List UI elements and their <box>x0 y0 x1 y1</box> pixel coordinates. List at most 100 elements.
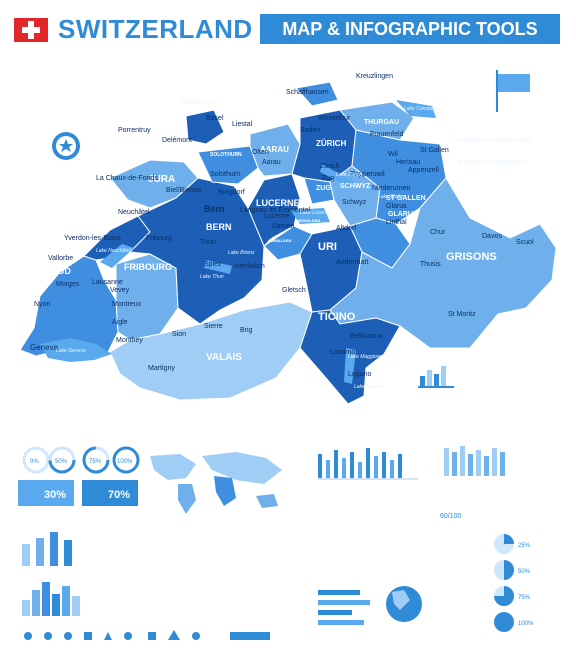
map-city-label: Burgdorf <box>218 189 245 196</box>
map-pin-icon <box>52 132 80 160</box>
map-city-label: Nyon <box>34 301 50 308</box>
map-city-label: Monthey <box>116 337 143 344</box>
map-city-label: Basel <box>206 115 224 122</box>
map-city-label: Montreux <box>112 301 142 308</box>
map-label-solothurn: SOLOTHURN <box>210 152 242 158</box>
map-city-label: Yverdon-les-Bains <box>64 235 121 242</box>
lake-lucerne <box>290 208 330 224</box>
map-city-label: Thusis <box>420 261 441 268</box>
percent-circles: 0% 50% 75% 100% <box>22 446 140 474</box>
map-city-label: Bellinzona <box>350 333 382 340</box>
stat-box-30 <box>18 480 74 506</box>
map-lake-label: Lake Lugano <box>354 384 383 390</box>
pie-label: 25% <box>518 543 531 549</box>
map-city-label: Delémont <box>162 137 192 144</box>
map-city-label: Vallorbe <box>48 255 73 262</box>
map-city-label: Sarnen <box>272 223 295 230</box>
region-basel <box>185 109 225 145</box>
map-lake-label: Lake Brienz <box>228 250 255 256</box>
flag-cross <box>22 27 40 33</box>
lake-zurich <box>320 164 354 188</box>
map-city-label: Spiez <box>204 261 222 268</box>
map-city-label: Glarus <box>386 203 407 210</box>
flag-marker-icon <box>496 70 530 112</box>
tools-title-banner: MAP & INFOGRAPHIC TOOLS <box>260 14 560 44</box>
map-city-label: Andermatt <box>336 259 368 266</box>
map-label-nidwalden: NIDWALDEN <box>296 218 320 223</box>
map-city-label: Fribourg <box>146 235 172 242</box>
map-city-label: Brig <box>240 327 253 334</box>
map-city-label: Appenzell <box>408 167 439 174</box>
map-city-label: Morges <box>56 281 80 288</box>
map-city-label: Vevey <box>110 287 130 294</box>
map-label-thurgau: THURGAU <box>364 119 399 126</box>
map-city-label: Altdorf <box>336 225 356 232</box>
percent-label: 0% <box>30 459 39 465</box>
stat-value: 30% <box>44 489 66 501</box>
map-city-label: Kreuzlingen <box>356 73 393 80</box>
region-solothurn <box>197 145 259 185</box>
map-city-label: Scuol <box>516 239 534 246</box>
map-lake-label: Lake Maggiore <box>348 354 381 360</box>
map-label-grisons: GRISONS <box>446 251 497 263</box>
map-label-appenzell-i: APPENZELL INNERRHODEN <box>457 160 526 166</box>
score-label: 60/100 <box>440 513 462 520</box>
map-label-uri: URI <box>318 241 337 253</box>
map-lake-label: Lake Zurich <box>336 172 362 178</box>
map-city-label: Rapperswil <box>350 171 385 178</box>
map-city-label: Bern <box>204 204 225 214</box>
map-lake-label: Lake Neuchâtel <box>96 248 132 254</box>
map-label-st-gallen: ST GALLEN <box>386 195 426 202</box>
area-chart <box>318 448 418 480</box>
map-city-label: St Gallen <box>420 147 449 154</box>
map-city-label: Aigle <box>112 319 128 326</box>
pie-label: 50% <box>518 569 531 575</box>
map-city-label: Neuchâtel <box>118 209 150 216</box>
world-map <box>150 452 282 514</box>
map-label-glarus: GLARUS <box>388 211 418 218</box>
map-city-label: Chur <box>430 229 446 236</box>
lake-neuchatel <box>100 244 134 268</box>
map-city-label: Sierre <box>204 323 223 330</box>
percent-label: 100% <box>117 459 133 465</box>
map-label-bern: BERN <box>206 222 232 232</box>
map-city-label: Davos <box>482 233 502 240</box>
map-city-label: Interlaken <box>234 263 265 270</box>
stat-value: 70% <box>108 489 130 501</box>
map-label-ticino: TICINO <box>318 311 356 323</box>
bar-chart-right <box>444 446 505 476</box>
map-lake-label: Lake Constance <box>404 106 440 112</box>
percent-label: 50% <box>55 459 68 465</box>
lake-thun <box>204 260 232 274</box>
map-city-label: La Chaux-de-Fonds <box>96 175 158 182</box>
map-city-label: Porrentruy <box>118 127 151 134</box>
map-lake-label: Lake Thun <box>200 274 224 280</box>
map-city-label: Geneva <box>30 343 59 352</box>
icon-row <box>24 630 270 640</box>
map-city-label: Thun <box>200 239 216 246</box>
map-city-label: Wil <box>388 151 398 158</box>
map-label-vaud: VAUD <box>46 266 71 276</box>
map-city-label: Biel/Bienne <box>166 187 202 194</box>
progress-bars <box>318 590 370 625</box>
map-city-label: Martigny <box>148 365 175 372</box>
map-city-label: Aarau <box>262 159 281 166</box>
map-label-schwyz: SCHWYZ <box>340 183 371 190</box>
map-city-label: Lugano <box>348 371 371 378</box>
map-city-label: Gletsch <box>282 287 306 294</box>
map-city-label: Schwyz <box>342 199 367 206</box>
globe-icon <box>386 586 422 622</box>
map-city-label: Linthal <box>386 219 407 226</box>
map-label-aarau: AARAU <box>260 145 289 154</box>
lake-constance <box>396 100 436 118</box>
map-label-zug: ZUG <box>316 185 331 192</box>
lake-geneva <box>40 338 112 362</box>
lake-maggiore <box>344 348 356 384</box>
map-city-label: Langnau im Emmental <box>240 207 310 214</box>
region-schaffhausen <box>295 81 339 107</box>
map-city-label: Winterthur <box>318 115 351 122</box>
map-label-jura: JURA <box>148 174 175 185</box>
mini-bar-chart <box>418 366 454 388</box>
map-city-label: Baden <box>300 127 320 134</box>
map-lake-label: Lake Lucerne <box>300 210 331 216</box>
